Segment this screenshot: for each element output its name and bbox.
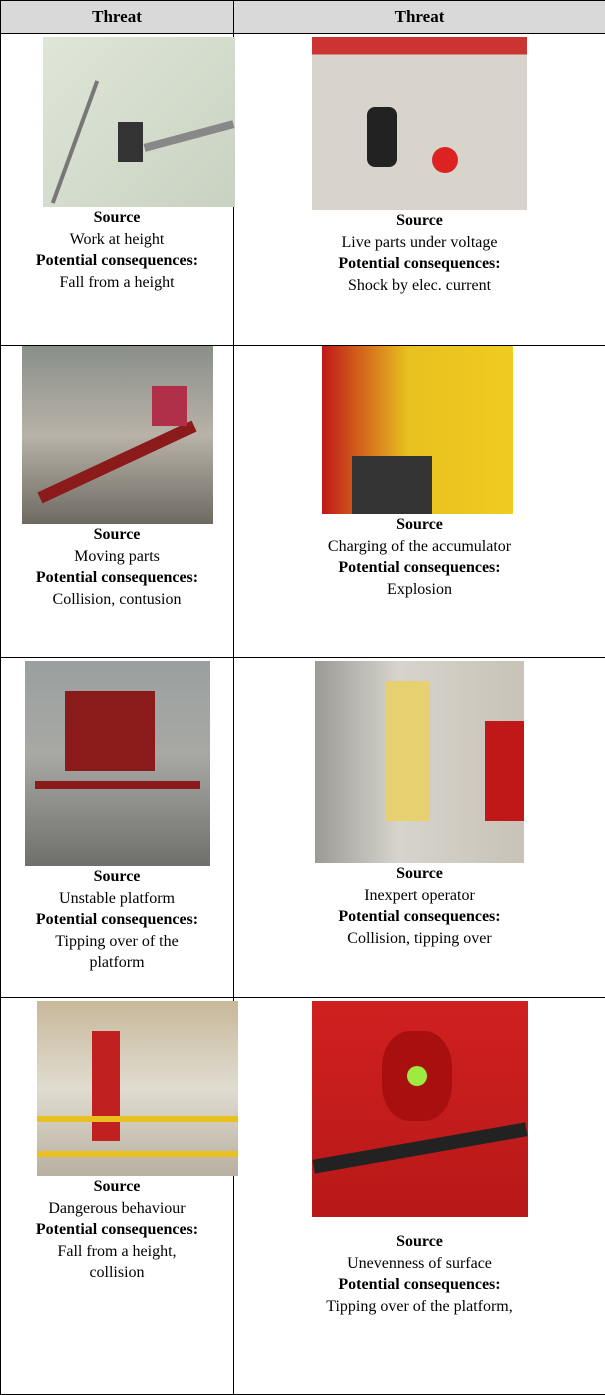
source: Dangerous behaviour <box>35 1198 200 1220</box>
source: Inexpert operator <box>234 885 605 907</box>
source: Live parts under voltage <box>234 232 605 254</box>
consequences: Tipping over of the platform <box>35 931 200 974</box>
cell: Source Unevenness of surface Potential c… <box>234 998 605 1395</box>
consequences: Collision, contusion <box>35 589 200 611</box>
cell-text: Source Unevenness of surface Potential c… <box>234 1231 605 1317</box>
consequences: Collision, tipping over <box>234 928 605 950</box>
source-label: Source <box>234 863 605 885</box>
header-row: Threat Threat <box>1 1 605 34</box>
consequences-label: Potential consequences: <box>234 1274 605 1296</box>
cell-text: Source Unstable platform Potential conse… <box>35 866 200 974</box>
consequences-label: Potential consequences: <box>35 567 200 589</box>
row: Source Dangerous behaviour Potential con… <box>1 998 605 1395</box>
source-label: Source <box>234 1231 605 1253</box>
row: Source Moving parts Potential consequenc… <box>1 346 605 658</box>
photo <box>37 1001 238 1176</box>
row: Source Work at height Potential conseque… <box>1 34 605 346</box>
header-cell: Threat <box>234 1 605 34</box>
source: Unstable platform <box>35 888 200 910</box>
source-label: Source <box>35 866 200 888</box>
source-label: Source <box>35 1176 200 1198</box>
cell-text: Source Moving parts Potential consequenc… <box>35 524 200 610</box>
cell-text: Source Charging of the accumulator Poten… <box>234 514 605 600</box>
consequences-label: Potential consequences: <box>234 253 605 275</box>
source-label: Source <box>234 514 605 536</box>
cell: Source Inexpert operator Potential conse… <box>234 658 605 998</box>
photo <box>25 661 210 866</box>
consequences: Explosion <box>234 579 605 601</box>
consequences-label: Potential consequences: <box>35 250 200 272</box>
source-label: Source <box>234 210 605 232</box>
source: Moving parts <box>35 546 200 568</box>
cell: Source Live parts under voltage Potentia… <box>234 34 605 346</box>
source: Unevenness of surface <box>234 1253 605 1275</box>
cell: Source Unstable platform Potential conse… <box>1 658 234 998</box>
photo <box>312 1001 528 1217</box>
consequences: Fall from a height <box>35 272 200 294</box>
photo <box>43 37 235 207</box>
consequences: Tipping over of the platform, <box>234 1296 605 1318</box>
source-label: Source <box>35 207 200 229</box>
cell-text: Source Inexpert operator Potential conse… <box>234 863 605 949</box>
photo <box>315 661 524 863</box>
source: Work at height <box>35 229 200 251</box>
cell: Source Dangerous behaviour Potential con… <box>1 998 234 1395</box>
source: Charging of the accumulator <box>234 536 605 558</box>
photo <box>322 346 513 514</box>
photo <box>22 346 213 524</box>
consequences-label: Potential consequences: <box>35 1219 200 1241</box>
consequences-label: Potential consequences: <box>234 906 605 928</box>
cell-text: Source Live parts under voltage Potentia… <box>234 210 605 296</box>
consequences-label: Potential consequences: <box>35 909 200 931</box>
consequences: Fall from a height, collision <box>35 1241 200 1284</box>
cell: Source Charging of the accumulator Poten… <box>234 346 605 658</box>
cell: Source Moving parts Potential consequenc… <box>1 346 234 658</box>
consequences: Shock by elec. current <box>234 275 605 297</box>
cell: Source Work at height Potential conseque… <box>1 34 234 346</box>
header-cell: Threat <box>1 1 234 34</box>
row: Source Unstable platform Potential conse… <box>1 658 605 998</box>
cell-text: Source Dangerous behaviour Potential con… <box>35 1176 200 1284</box>
source-label: Source <box>35 524 200 546</box>
cell-text: Source Work at height Potential conseque… <box>35 207 200 293</box>
consequences-label: Potential consequences: <box>234 557 605 579</box>
photo <box>312 37 527 210</box>
